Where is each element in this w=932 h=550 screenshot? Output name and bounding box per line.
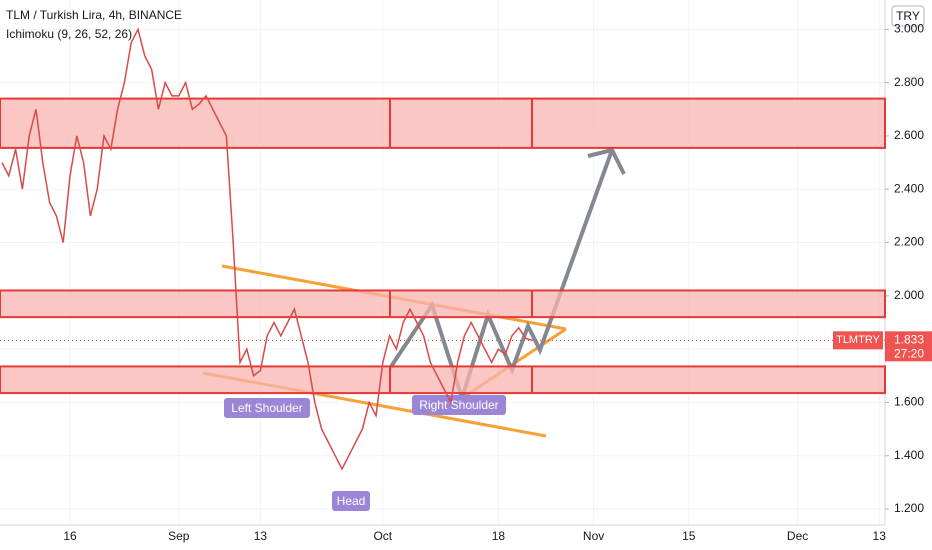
annotation-box xyxy=(332,491,370,511)
arrow-head xyxy=(587,147,626,175)
annotation-box xyxy=(224,398,310,418)
indicator-label: Ichimoku (9, 26, 52, 26) xyxy=(6,27,132,41)
price-tag xyxy=(885,331,932,362)
zone xyxy=(0,365,886,395)
zone xyxy=(0,289,886,319)
price-line xyxy=(1,27,533,471)
zone xyxy=(0,97,886,149)
x-tick-label: 16 xyxy=(63,529,77,543)
x-tick-label: 18 xyxy=(492,529,506,543)
y-tick-label: 2.400 xyxy=(894,181,924,195)
y-tick-label: 2.600 xyxy=(894,128,924,142)
y-tick-label: 1.200 xyxy=(894,501,924,515)
y-tick-label: 2.200 xyxy=(894,235,924,249)
y-tick-label: 1.400 xyxy=(894,448,924,462)
x-tick-label: Sep xyxy=(168,529,190,543)
projection-path xyxy=(388,149,614,405)
chart-title: TLM / Turkish Lira, 4h, BINANCE xyxy=(6,8,182,22)
annotation: Head xyxy=(337,494,366,508)
symbol-tag xyxy=(833,331,883,350)
y-tick-label: 2.000 xyxy=(894,288,924,302)
price-label: 1.833 xyxy=(894,332,924,346)
currency-button[interactable] xyxy=(891,5,925,27)
x-tick-label: 13 xyxy=(254,529,268,543)
y-tick-label: 2.800 xyxy=(894,75,924,89)
symbol-label: TLMTRY xyxy=(836,334,880,346)
y-tick-label: 1.600 xyxy=(894,395,924,409)
annotation-box xyxy=(412,395,506,415)
x-tick-label: 15 xyxy=(682,529,696,543)
x-tick-label: 13 xyxy=(873,529,887,543)
x-tick-label: Dec xyxy=(787,529,808,543)
annotation: Left Shoulder xyxy=(231,401,302,415)
countdown-label: 27:20 xyxy=(894,346,924,360)
x-tick-label: Nov xyxy=(583,529,604,543)
x-tick-label: Oct xyxy=(373,529,392,543)
y-tick-label: 3.000 xyxy=(894,21,924,35)
currency-label[interactable]: TRY xyxy=(896,9,920,23)
annotation: Right Shoulder xyxy=(419,398,498,412)
